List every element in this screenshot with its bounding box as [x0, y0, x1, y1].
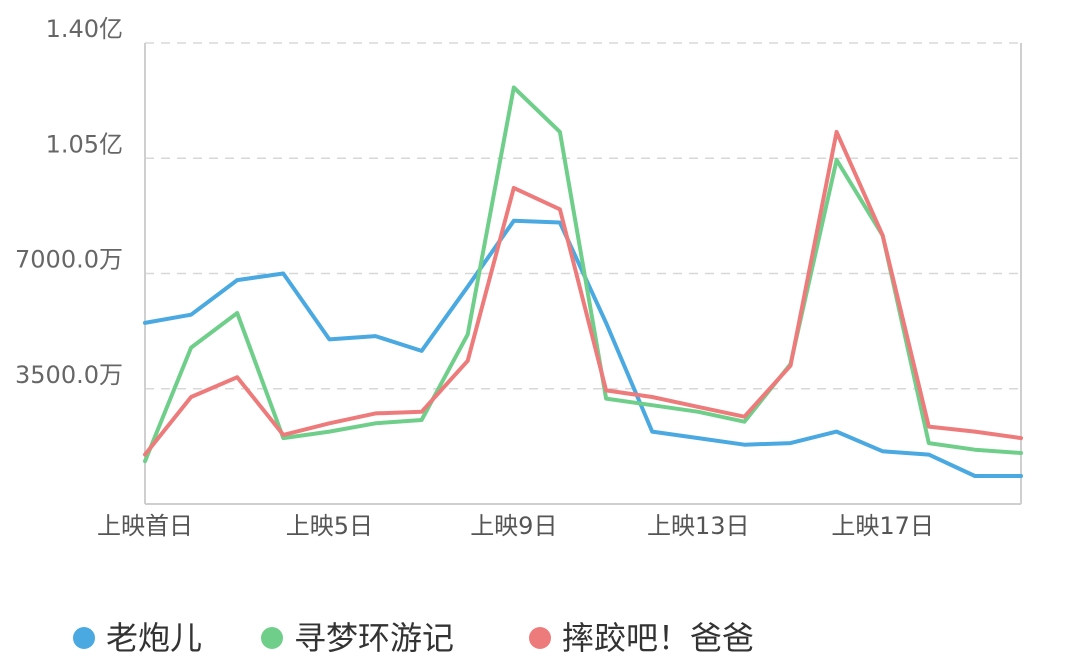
- legend-label: 老炮儿: [106, 619, 202, 657]
- x-tick-label: 上映17日: [831, 512, 934, 540]
- x-tick-label: 上映13日: [647, 512, 750, 540]
- legend-marker: [73, 627, 95, 649]
- series-lines: [143, 85, 1023, 478]
- legend: 老炮儿 寻梦环游记 摔跤吧！爸爸: [73, 619, 754, 657]
- x-tick-labels: 上映首日 上映5日 上映9日 上映13日 上映17日: [97, 512, 934, 540]
- legend-marker: [261, 627, 283, 649]
- axes: [144, 43, 1022, 505]
- y-tick-labels: 3500.0万 7000.0万 1.05亿 1.40亿: [15, 15, 123, 389]
- legend-label: 摔跤吧！爸爸: [562, 619, 754, 657]
- y-tick-label: 3500.0万: [15, 361, 123, 389]
- y-tick-label: 7000.0万: [15, 246, 123, 274]
- x-tick-label: 上映9日: [470, 512, 557, 540]
- x-tick-label: 上映5日: [286, 512, 373, 540]
- series-line-2: [143, 129, 1023, 457]
- legend-marker: [529, 627, 551, 649]
- grid-lines: [145, 42, 1021, 390]
- legend-label: 寻梦环游记: [294, 619, 454, 657]
- y-tick-label: 1.40亿: [46, 15, 123, 43]
- y-tick-label: 1.05亿: [46, 130, 123, 158]
- x-tick-label: 上映首日: [97, 512, 193, 540]
